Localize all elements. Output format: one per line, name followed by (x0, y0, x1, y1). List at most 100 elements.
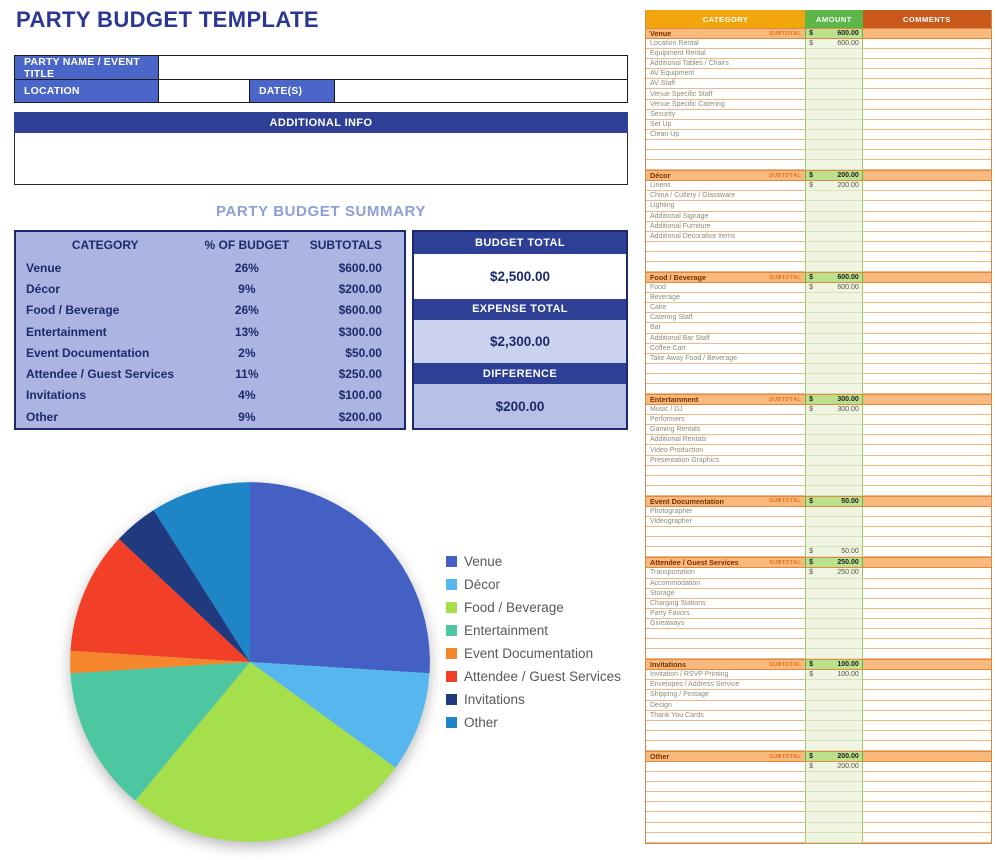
item-comments-cell[interactable] (862, 782, 991, 793)
section-subtotal-amount[interactable]: $ 100.00 (805, 660, 863, 670)
section-subtotal-amount[interactable]: $ 250.00 (805, 558, 863, 568)
item-comments-cell[interactable] (862, 181, 991, 192)
item-comments-cell[interactable] (862, 384, 991, 395)
section-comments-cell[interactable] (863, 171, 991, 180)
item-amount-cell[interactable] (805, 485, 863, 496)
item-amount-cell[interactable] (805, 455, 863, 466)
section-subtotal-amount[interactable]: $ 200.00 (805, 752, 863, 761)
item-comments-cell[interactable] (862, 445, 991, 456)
item-comments-cell[interactable] (862, 415, 991, 426)
item-comments-cell[interactable] (862, 221, 991, 232)
item-comments-cell[interactable] (862, 89, 991, 100)
item-amount-cell[interactable] (805, 537, 863, 548)
item-comments-cell[interactable] (862, 578, 991, 589)
item-amount-cell[interactable] (805, 639, 863, 650)
item-comments-cell[interactable] (862, 303, 991, 314)
item-amount-cell[interactable] (805, 201, 863, 212)
item-amount-cell[interactable] (805, 832, 863, 843)
item-amount-cell[interactable] (805, 89, 863, 100)
item-amount-cell[interactable] (805, 527, 863, 538)
section-comments-cell[interactable] (863, 660, 991, 669)
section-subtotal-amount[interactable]: $ 50.00 (805, 496, 863, 506)
item-amount-cell[interactable] (805, 251, 863, 262)
item-amount-cell[interactable] (805, 700, 863, 711)
section-subtotal-amount[interactable]: $ 300.00 (805, 395, 863, 405)
item-comments-cell[interactable] (862, 191, 991, 202)
item-amount-cell[interactable]: $ 600.00 (805, 283, 863, 294)
item-amount-cell[interactable] (805, 578, 863, 589)
item-amount-cell[interactable] (805, 506, 863, 518)
item-comments-cell[interactable] (862, 568, 991, 579)
item-amount-cell[interactable] (805, 782, 863, 793)
item-comments-cell[interactable] (862, 608, 991, 619)
item-amount-cell[interactable] (805, 445, 863, 456)
item-comments-cell[interactable] (862, 517, 991, 528)
item-amount-cell[interactable] (805, 373, 863, 384)
item-comments-cell[interactable] (862, 201, 991, 212)
item-comments-cell[interactable] (862, 680, 991, 691)
item-amount-cell[interactable] (805, 343, 863, 354)
item-amount-cell[interactable] (805, 812, 863, 823)
item-comments-cell[interactable] (862, 537, 991, 548)
item-comments-cell[interactable] (862, 343, 991, 354)
item-amount-cell[interactable] (805, 293, 863, 304)
section-comments-cell[interactable] (863, 558, 991, 567)
item-amount-cell[interactable] (805, 323, 863, 334)
item-amount-cell[interactable]: $ 50.00 (805, 547, 863, 558)
item-comments-cell[interactable] (862, 455, 991, 466)
item-amount-cell[interactable] (805, 160, 863, 171)
item-amount-cell[interactable] (805, 363, 863, 374)
item-amount-cell[interactable]: $ 200.00 (805, 181, 863, 192)
item-comments-cell[interactable] (862, 506, 991, 518)
item-comments-cell[interactable] (862, 231, 991, 242)
item-amount-cell[interactable] (805, 822, 863, 833)
item-amount-cell[interactable] (805, 221, 863, 232)
item-amount-cell[interactable]: $ 300.00 (805, 405, 863, 416)
item-amount-cell[interactable] (805, 792, 863, 803)
item-amount-cell[interactable] (805, 649, 863, 660)
item-comments-cell[interactable] (862, 802, 991, 813)
item-comments-cell[interactable] (862, 435, 991, 446)
item-comments-cell[interactable] (862, 313, 991, 324)
item-amount-cell[interactable]: $ 250.00 (805, 568, 863, 579)
item-comments-cell[interactable] (862, 353, 991, 364)
item-amount-cell[interactable] (805, 231, 863, 242)
item-comments-cell[interactable] (862, 710, 991, 721)
section-subtotal-amount[interactable]: $ 200.00 (805, 171, 863, 181)
item-amount-cell[interactable] (805, 79, 863, 90)
item-amount-cell[interactable]: $ 600.00 (805, 39, 863, 50)
item-comments-cell[interactable] (862, 99, 991, 110)
item-amount-cell[interactable]: $ 200.00 (805, 762, 863, 773)
section-comments-cell[interactable] (863, 395, 991, 404)
item-amount-cell[interactable] (805, 415, 863, 426)
section-comments-cell[interactable] (863, 29, 991, 38)
item-comments-cell[interactable] (862, 649, 991, 660)
item-amount-cell[interactable] (805, 69, 863, 80)
item-comments-cell[interactable] (862, 639, 991, 650)
item-comments-cell[interactable] (862, 772, 991, 783)
item-comments-cell[interactable] (862, 690, 991, 701)
item-comments-cell[interactable] (862, 730, 991, 741)
section-comments-cell[interactable] (863, 752, 991, 761)
section-comments-cell[interactable] (863, 273, 991, 282)
item-comments-cell[interactable] (862, 139, 991, 151)
item-amount-cell[interactable] (805, 465, 863, 476)
item-comments-cell[interactable] (862, 373, 991, 384)
item-amount-cell[interactable] (805, 49, 863, 60)
item-amount-cell[interactable] (805, 99, 863, 110)
item-comments-cell[interactable] (862, 670, 991, 681)
item-comments-cell[interactable] (862, 588, 991, 599)
item-comments-cell[interactable] (862, 485, 991, 496)
item-comments-cell[interactable] (862, 293, 991, 304)
section-comments-cell[interactable] (863, 497, 991, 506)
item-amount-cell[interactable] (805, 313, 863, 324)
item-comments-cell[interactable] (862, 150, 991, 161)
item-amount-cell[interactable] (805, 598, 863, 609)
item-amount-cell[interactable] (805, 618, 863, 629)
item-comments-cell[interactable] (862, 119, 991, 130)
location-input[interactable] (159, 80, 249, 102)
item-comments-cell[interactable] (862, 79, 991, 90)
item-comments-cell[interactable] (862, 628, 991, 640)
item-comments-cell[interactable] (862, 527, 991, 538)
item-amount-cell[interactable] (805, 384, 863, 395)
